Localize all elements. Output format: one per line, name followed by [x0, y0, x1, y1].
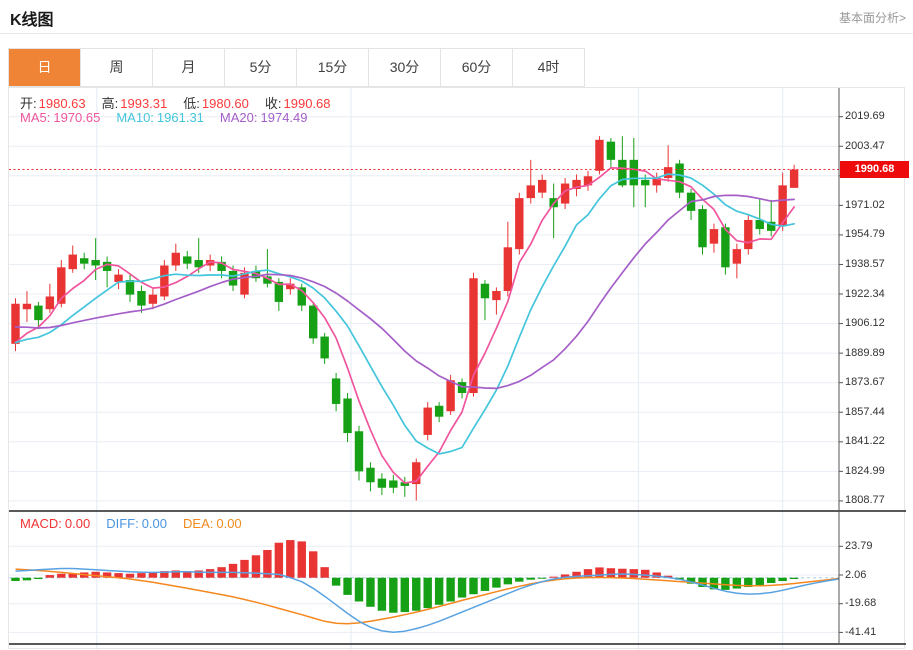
grid-layer: [9, 88, 839, 650]
high-label: 高:: [101, 96, 119, 111]
tab-日[interactable]: 日: [9, 49, 81, 86]
ma10-legend: MA10: 1961.31: [116, 110, 204, 125]
tab-60分[interactable]: 60分: [441, 49, 513, 86]
price-tick-label: 1808.77: [845, 494, 885, 507]
close-label: 收:: [264, 96, 282, 111]
macd-tick-label: -41.41: [845, 625, 877, 638]
diff-line: [15, 567, 840, 634]
dea-value-legend: DEA: 0.00: [183, 516, 242, 531]
macd-tick-label: 2.06: [845, 568, 867, 581]
price-tick-label: 1873.67: [845, 376, 885, 389]
price-tick-label: 1906.12: [845, 317, 885, 330]
ma5-legend: MA5: 1970.65: [20, 110, 100, 125]
price-tick-label: 1857.44: [845, 405, 885, 418]
tab-4时[interactable]: 4时: [537, 59, 560, 75]
kline-chart[interactable]: [9, 88, 906, 650]
page-title: K线图: [10, 12, 54, 29]
price-tick-label: 1824.99: [845, 464, 885, 477]
price-tick-label: 1971.02: [845, 198, 885, 211]
dea-label: DEA:: [183, 516, 214, 531]
open-value: 1980.63: [38, 96, 86, 111]
high-value: 1993.31: [120, 96, 168, 111]
ma-legend: MA5: 1970.65 MA10: 1961.31 MA20: 1974.49: [20, 110, 308, 125]
dea-value: 0.00: [216, 516, 242, 531]
fundamental-analysis-link[interactable]: 基本面分析>: [838, 11, 906, 25]
price-tick-label: 1938.57: [845, 257, 885, 270]
ma5-label: MA5:: [20, 110, 51, 125]
low-label: 低:: [183, 96, 200, 111]
price-tick-label: 1954.79: [845, 228, 885, 241]
diff-label: DIFF:: [106, 516, 139, 531]
macd-value: 0.00: [64, 516, 91, 531]
ma10-label: MA10:: [116, 110, 154, 125]
high-pair: 高: 1993.31: [102, 93, 168, 112]
tab-月[interactable]: 月: [153, 49, 225, 86]
ma20-value: 1974.49: [260, 110, 308, 125]
candles-layer: [11, 136, 799, 501]
diff-value-legend: DIFF: 0.00: [106, 516, 167, 531]
ma20-legend: MA20: 1974.49: [220, 110, 308, 125]
ma5-value: 1970.65: [53, 110, 101, 125]
open-label: 开:: [20, 96, 37, 111]
dea-line: [15, 568, 840, 625]
macd-layer: [9, 540, 840, 634]
macd-tick-label: -19.68: [845, 597, 877, 610]
low-pair: 低: 1980.60: [183, 93, 249, 112]
macd-label: MACD:: [20, 516, 62, 531]
macd-legend: MACD: 0.00 DIFF: 0.00 DEA: 0.00: [20, 516, 242, 531]
ma20-label: MA20:: [219, 110, 258, 125]
interval-tab-bar: 日周月 5分 15分 30分 60分 4时: [8, 48, 585, 87]
close-pair: 收: 1990.68: [265, 93, 331, 112]
macd-tick-label: 23.79: [845, 539, 873, 552]
price-tick-label: 1841.22: [845, 435, 885, 448]
open-pair: 开: 1980.63: [20, 93, 86, 112]
header-divider: [0, 33, 913, 34]
price-tick-label: 2003.47: [845, 139, 885, 152]
tab-5分[interactable]: 5分: [225, 49, 297, 86]
ohlc-legend: 开: 1980.63 高: 1993.31 低: 1980.60 收: 1990.68: [20, 93, 331, 112]
chart-container: 开: 1980.63 高: 1993.31 低: 1980.60 收: 1990.68 …: [8, 87, 909, 650]
current-price-badge: 1990.68: [840, 161, 909, 178]
close-value: 1990.68: [283, 96, 331, 111]
price-tick-label: 1889.89: [845, 346, 885, 359]
macd-value-legend: MACD: 0.00: [20, 516, 90, 531]
ma10-value: 1961.31: [156, 110, 204, 125]
price-tick-label: 1922.34: [845, 287, 885, 300]
ma-lines-layer: [14, 167, 795, 484]
tab-30分[interactable]: 30分: [369, 49, 441, 86]
low-value: 1980.60: [201, 96, 249, 111]
tab-15分[interactable]: 15分: [297, 49, 369, 86]
price-tick-label: 2019.69: [845, 110, 885, 123]
tab-周[interactable]: 周: [81, 49, 153, 86]
frame-layer: [9, 88, 906, 645]
diff-value: 0.00: [141, 516, 168, 531]
